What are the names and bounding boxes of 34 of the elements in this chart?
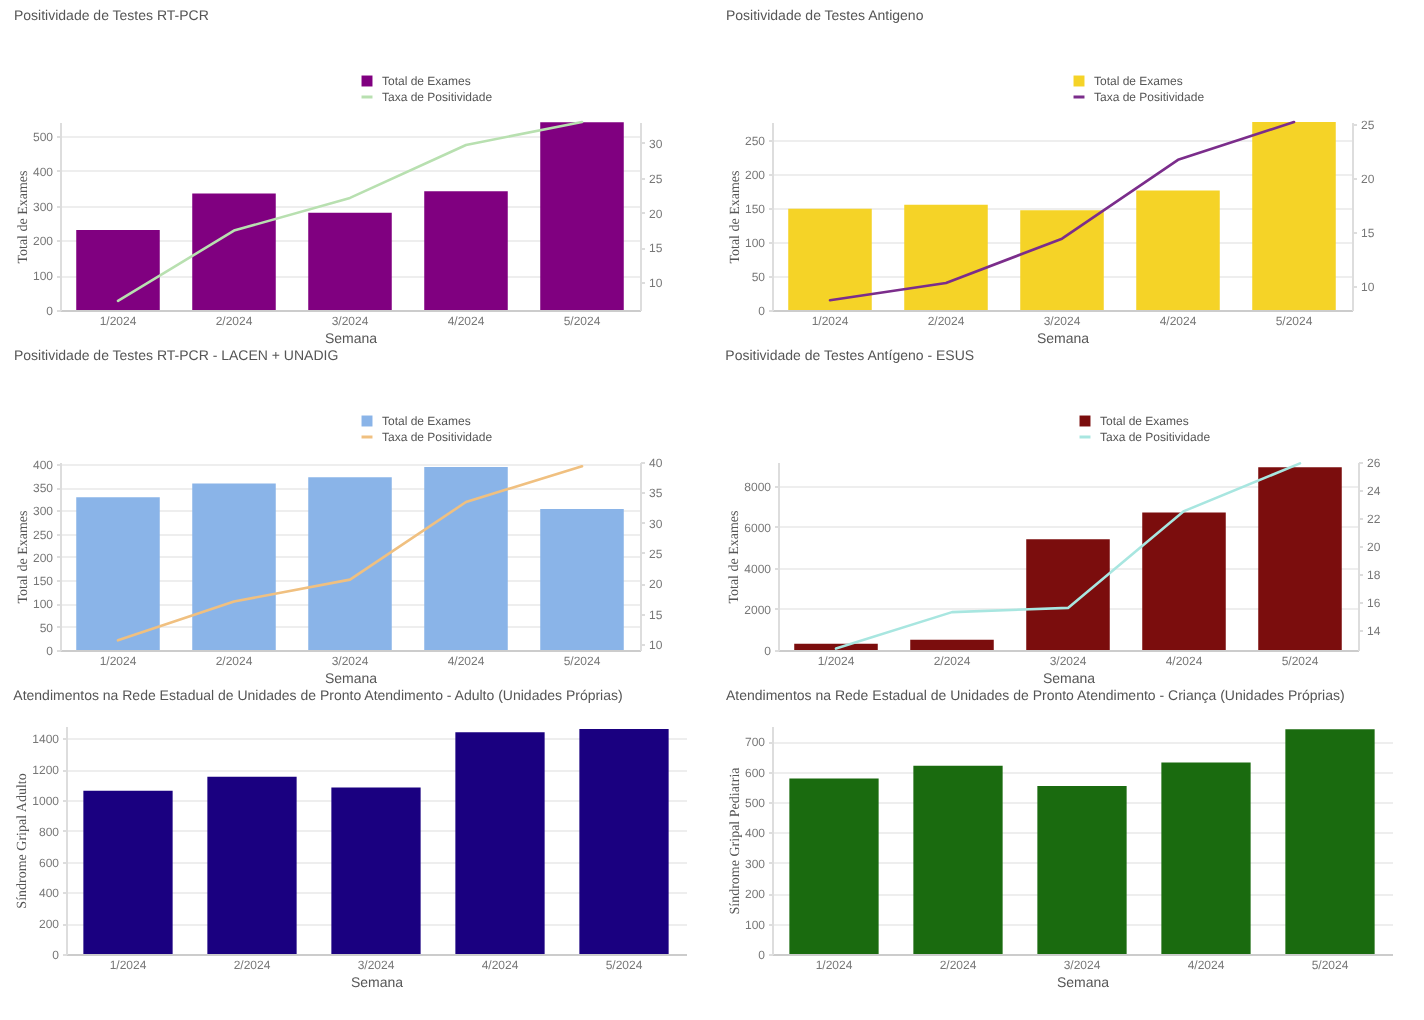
bar [83,790,173,954]
bar [1026,539,1110,650]
bar [540,509,624,650]
bar [455,732,545,954]
bar [788,208,872,310]
bar [1020,210,1104,310]
bar [207,776,297,954]
bar [424,467,508,650]
bar [1252,122,1336,310]
bar [1285,729,1375,954]
bar [789,778,879,954]
bar [910,639,994,650]
bar [794,643,878,650]
bar [904,204,988,310]
line-series [116,464,584,642]
bar [192,483,276,650]
bar [308,477,392,650]
bar [540,122,624,310]
bar [1037,785,1127,954]
line-series [116,120,584,303]
bar [1142,512,1226,650]
line-series [834,462,1302,650]
bar [76,230,160,310]
bar [913,765,1003,954]
bar [1258,467,1342,650]
bar [331,787,421,954]
bar [424,191,508,310]
bar [192,193,276,310]
bar [76,497,160,650]
bar [308,212,392,310]
bar [1136,190,1220,310]
line-series [828,120,1296,302]
bar [579,729,669,954]
bar [1161,762,1251,954]
